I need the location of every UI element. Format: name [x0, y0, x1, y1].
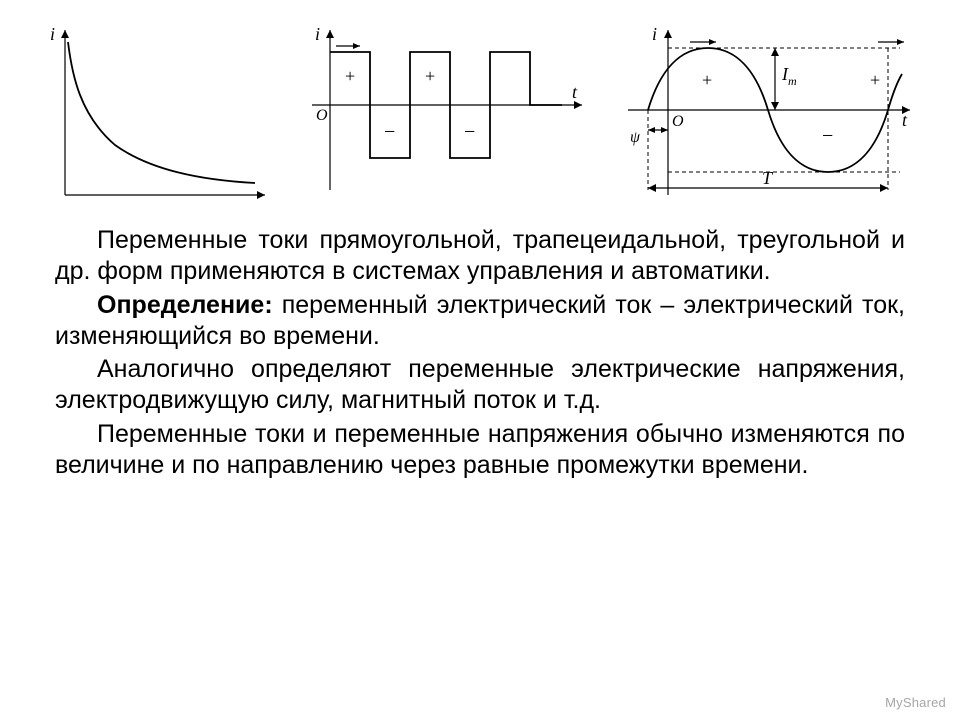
- minus-sign: −: [464, 121, 475, 143]
- phase-label: ψ: [630, 129, 641, 146]
- plus-sign: +: [425, 66, 435, 86]
- amplitude-label: Im: [781, 64, 797, 88]
- charts-row: i i t O + + − −: [0, 0, 960, 215]
- origin-label: O: [316, 107, 328, 124]
- watermark: MyShared: [885, 695, 946, 710]
- axis-label-t: t: [572, 82, 578, 102]
- definition-label: Определение:: [97, 291, 273, 319]
- plus-sign: +: [870, 70, 880, 90]
- paragraph-2: Определение: переменный электрический то…: [55, 290, 905, 353]
- square-chart: i t O + + − −: [300, 20, 590, 205]
- plus-sign: +: [345, 66, 355, 86]
- axis-label-i: i: [652, 24, 657, 44]
- sine-chart: i t O + + − Im T ψ: [620, 20, 920, 205]
- text-block: Переменные токи прямоугольной, трапецеид…: [0, 215, 960, 481]
- minus-sign: −: [822, 125, 833, 147]
- paragraph-1: Переменные токи прямоугольной, трапецеид…: [55, 225, 905, 288]
- paragraph-4: Переменные токи и переменные напряжения …: [55, 419, 905, 482]
- decay-chart: i: [40, 20, 270, 205]
- paragraph-3: Аналогично определяют переменные электри…: [55, 354, 905, 417]
- period-label: T: [762, 168, 774, 188]
- axis-label-t: t: [902, 110, 908, 130]
- axis-label-i: i: [50, 24, 55, 44]
- minus-sign: −: [384, 121, 395, 143]
- axis-label-i: i: [315, 24, 320, 44]
- plus-sign: +: [702, 70, 712, 90]
- origin-label: O: [672, 113, 684, 130]
